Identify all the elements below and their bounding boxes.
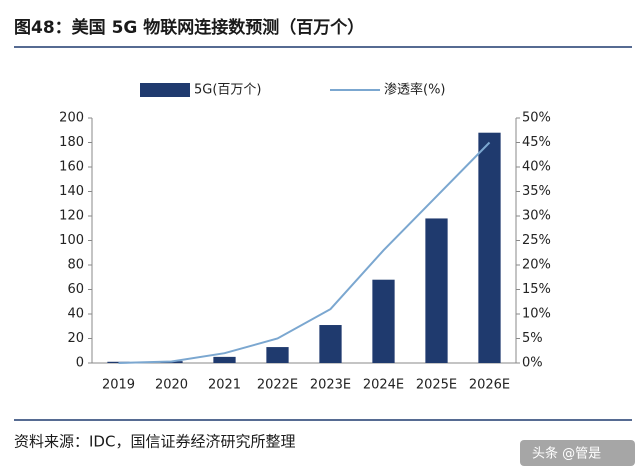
y-tick-label: 100 [59, 233, 84, 248]
y-tick-label: 180 [59, 135, 84, 150]
y2-tick-label: 10% [522, 307, 551, 322]
x-tick-label: 2025E [416, 378, 457, 393]
x-tick-label: 2024E [363, 378, 404, 393]
x-tick-label: 2023E [310, 378, 351, 393]
y-tick-label: 60 [67, 282, 84, 297]
legend-swatch [140, 83, 190, 97]
y2-tick-label: 30% [522, 209, 551, 224]
watermark: 头条 @管是 [532, 446, 601, 462]
y-tick-label: 160 [59, 160, 84, 175]
legend-label: 5G(百万个) [194, 83, 262, 98]
x-tick-label: 2022E [257, 378, 298, 393]
x-tick-label: 2021 [208, 378, 241, 393]
y2-tick-label: 40% [522, 160, 551, 175]
y2-tick-label: 0% [522, 356, 543, 371]
y-tick-label: 120 [59, 209, 84, 224]
y-tick-label: 20 [67, 331, 84, 346]
legend-label: 渗透率(%) [384, 82, 446, 98]
y2-tick-label: 15% [522, 282, 551, 297]
y2-tick-label: 5% [522, 331, 543, 346]
y2-tick-label: 25% [522, 233, 551, 248]
y2-tick-label: 20% [522, 258, 551, 273]
chart-title: 图48：美国 5G 物联网连接数预测（百万个） [14, 17, 364, 38]
y2-tick-label: 35% [522, 184, 551, 199]
y2-tick-label: 45% [522, 135, 551, 150]
bar [478, 132, 501, 363]
source: 资料来源：IDC，国信证券经济研究所整理 [14, 433, 295, 451]
y-tick-label: 40 [67, 307, 84, 322]
x-tick-label: 2020 [155, 378, 188, 393]
bar [319, 325, 342, 363]
y2-tick-label: 50% [522, 111, 551, 126]
y-tick-label: 140 [59, 184, 84, 199]
bar [213, 356, 236, 363]
bar [425, 218, 448, 363]
bar [372, 279, 395, 363]
watermark-bg [520, 440, 635, 466]
x-tick-label: 2026E [469, 378, 510, 393]
line [118, 141, 491, 364]
x-tick-label: 2019 [102, 378, 135, 393]
bar [266, 347, 289, 363]
y-tick-label: 200 [59, 111, 84, 126]
y-tick-label: 80 [67, 258, 84, 273]
y-tick-label: 0 [76, 356, 84, 371]
